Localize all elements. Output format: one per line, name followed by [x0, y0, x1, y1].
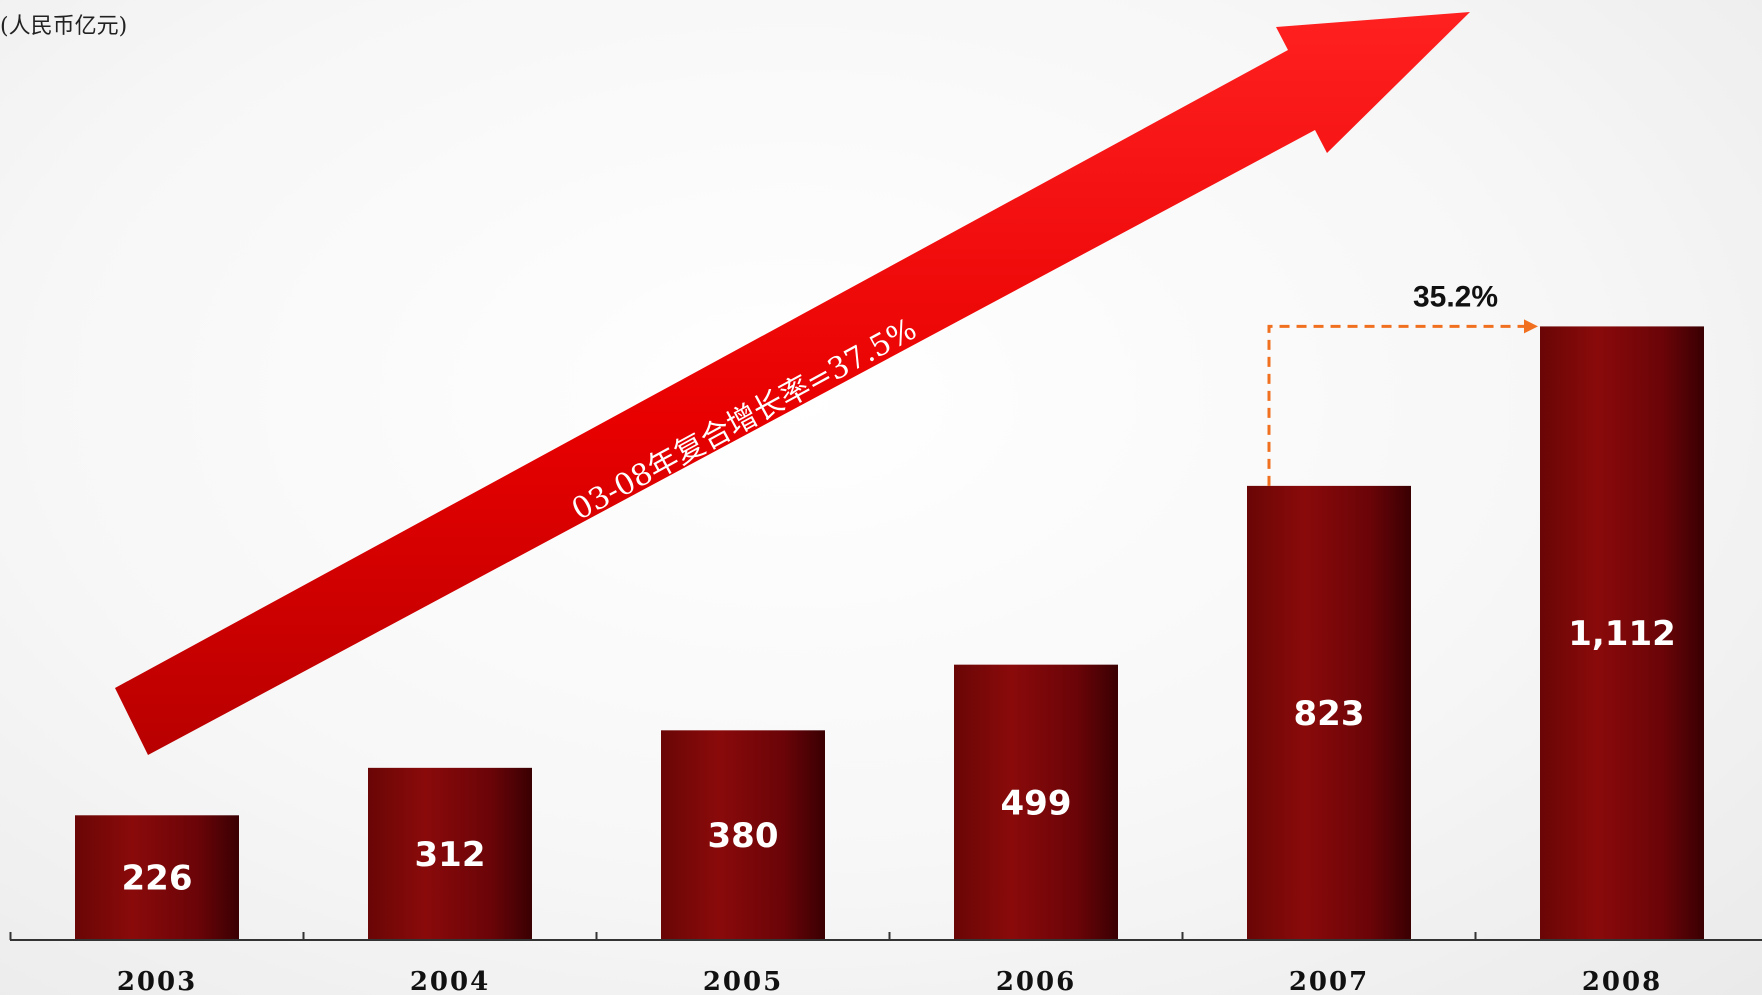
- x-tick-label: 2005: [703, 967, 783, 995]
- bar-2007: [1247, 485, 1411, 940]
- unit-label: (人民币亿元): [0, 14, 128, 39]
- bars: [75, 326, 1704, 940]
- growth-arrowhead: [1524, 319, 1538, 334]
- bar-value-label: 226: [122, 859, 193, 899]
- x-tick-label: 2008: [1582, 967, 1662, 995]
- bar-2004: [368, 767, 532, 940]
- bar-value-label: 312: [415, 835, 486, 875]
- x-axis-ticks: [9, 932, 1477, 940]
- bar-2006: [954, 664, 1118, 940]
- x-axis-tick-labels: 2003 2004 2005 2006 2007 2008: [117, 967, 1662, 995]
- bar-value-label: 823: [1294, 694, 1365, 734]
- bar-value-label: 499: [1001, 783, 1072, 823]
- bar-2008: [1540, 326, 1704, 940]
- bar-2003: [75, 815, 239, 940]
- x-tick-label: 2007: [1289, 967, 1369, 995]
- x-tick-label: 2004: [410, 967, 490, 995]
- x-tick-label: 2003: [117, 967, 197, 995]
- bar-value-labels: 226 312 380 499 823 1,112: [122, 614, 1676, 898]
- yoy-growth-label: 35.2%: [1413, 280, 1498, 313]
- growth-connector: [1267, 324, 1528, 486]
- bar-value-label: 380: [708, 816, 779, 856]
- cagr-arrow-shape: [115, 12, 1470, 755]
- x-tick-label: 2006: [996, 967, 1076, 995]
- bar-2005: [661, 730, 825, 940]
- bar-value-label: 1,112: [1568, 614, 1676, 654]
- yoy-growth-annotation: 35.2%: [1267, 280, 1538, 486]
